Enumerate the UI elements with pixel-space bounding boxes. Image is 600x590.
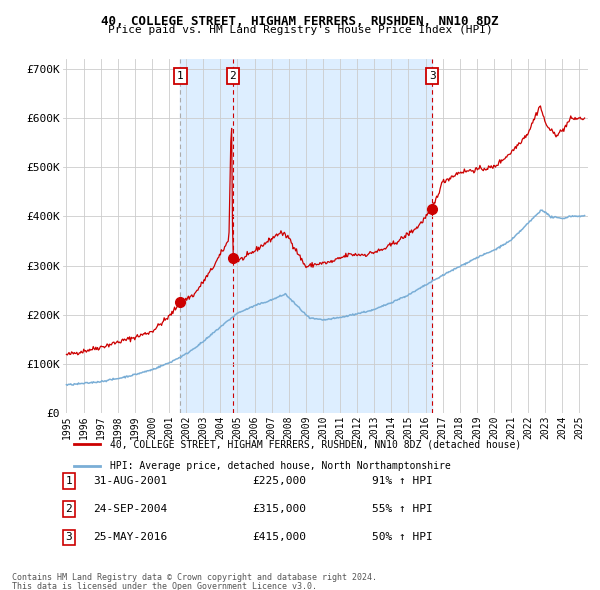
- Text: 31-AUG-2001: 31-AUG-2001: [93, 476, 167, 486]
- Text: 40, COLLEGE STREET, HIGHAM FERRERS, RUSHDEN, NN10 8DZ (detached house): 40, COLLEGE STREET, HIGHAM FERRERS, RUSH…: [110, 440, 521, 450]
- Text: 2: 2: [229, 71, 236, 81]
- Text: 25-MAY-2016: 25-MAY-2016: [93, 533, 167, 542]
- Text: Contains HM Land Registry data © Crown copyright and database right 2024.: Contains HM Land Registry data © Crown c…: [12, 573, 377, 582]
- Text: 50% ↑ HPI: 50% ↑ HPI: [372, 533, 433, 542]
- Text: 91% ↑ HPI: 91% ↑ HPI: [372, 476, 433, 486]
- Text: 3: 3: [65, 533, 73, 542]
- Text: 1: 1: [65, 476, 73, 486]
- Bar: [181, 59, 432, 413]
- Text: HPI: Average price, detached house, North Northamptonshire: HPI: Average price, detached house, Nort…: [110, 461, 451, 471]
- Text: 3: 3: [429, 71, 436, 81]
- Text: 24-SEP-2004: 24-SEP-2004: [93, 504, 167, 514]
- Text: 1: 1: [177, 71, 184, 81]
- Text: £315,000: £315,000: [252, 504, 306, 514]
- Text: This data is licensed under the Open Government Licence v3.0.: This data is licensed under the Open Gov…: [12, 582, 317, 590]
- Text: 55% ↑ HPI: 55% ↑ HPI: [372, 504, 433, 514]
- Text: Price paid vs. HM Land Registry's House Price Index (HPI): Price paid vs. HM Land Registry's House …: [107, 25, 493, 35]
- Text: 2: 2: [65, 504, 73, 514]
- Text: £225,000: £225,000: [252, 476, 306, 486]
- Text: £415,000: £415,000: [252, 533, 306, 542]
- Text: 40, COLLEGE STREET, HIGHAM FERRERS, RUSHDEN, NN10 8DZ: 40, COLLEGE STREET, HIGHAM FERRERS, RUSH…: [101, 15, 499, 28]
